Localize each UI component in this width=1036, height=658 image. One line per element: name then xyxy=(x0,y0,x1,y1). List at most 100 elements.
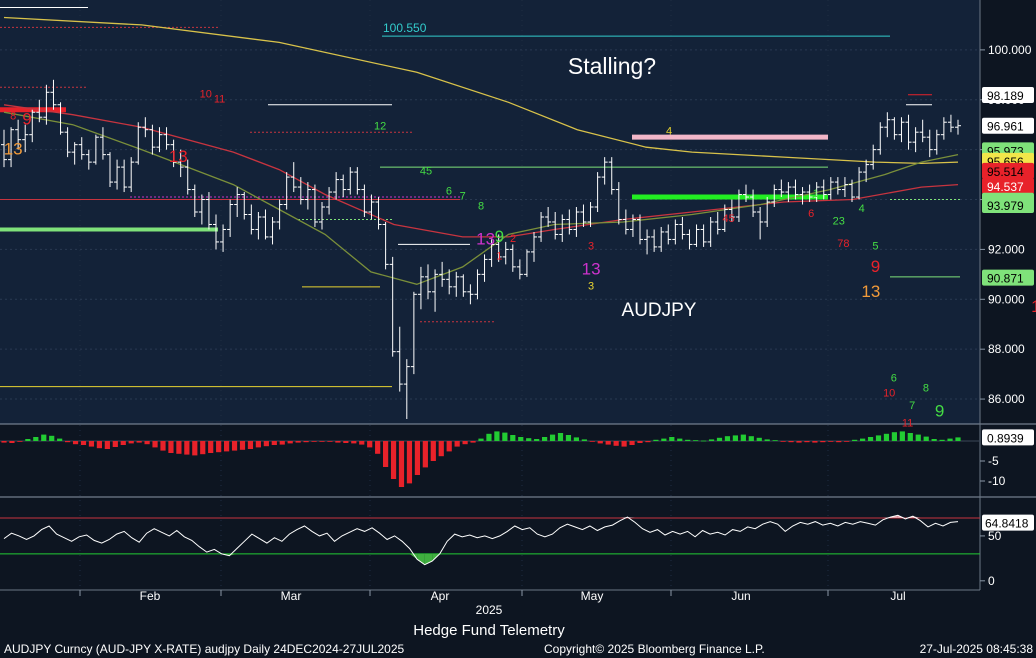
price-bar xyxy=(191,184,198,217)
momentum-bar xyxy=(748,436,754,441)
momentum-bar xyxy=(390,441,397,479)
price-callout-box xyxy=(982,178,1034,195)
demark-count: 23 xyxy=(833,215,845,227)
price-callout-box xyxy=(982,87,1034,104)
x-axis-year: 2025 xyxy=(476,603,503,617)
price-callout: 94.537 xyxy=(982,178,1034,195)
price-callout-label: 94.537 xyxy=(987,180,1024,194)
price-bar xyxy=(85,149,92,170)
momentum-bar xyxy=(502,432,508,441)
price-bar xyxy=(552,212,559,240)
momentum-callout-box xyxy=(982,429,1034,446)
price-callout-label: 96.961 xyxy=(987,120,1024,134)
demark-count: 10 xyxy=(883,388,895,400)
momentum-bar xyxy=(422,441,428,468)
price-bar xyxy=(714,212,721,235)
momentum-bar xyxy=(899,431,905,441)
x-axis-labels: Feb Mar Apr May Jun Jul xyxy=(79,589,906,603)
price-bar xyxy=(99,127,106,160)
price-bar xyxy=(933,129,940,155)
momentum-bar xyxy=(836,441,842,443)
price-bar xyxy=(827,177,834,200)
price-bar xyxy=(453,271,460,297)
momentum-bar xyxy=(311,441,317,442)
price-bar xyxy=(919,119,926,143)
price-bar xyxy=(778,179,785,198)
demark-count: 11 xyxy=(902,417,913,429)
price-bar xyxy=(149,124,156,155)
price-bar xyxy=(700,224,707,247)
price-callout: 93.979 xyxy=(982,197,1034,214)
momentum-bar xyxy=(573,437,579,441)
price-callout-label: 93.979 xyxy=(987,199,1024,213)
moving-average-line xyxy=(3,104,959,238)
momentum-bar xyxy=(398,441,405,487)
price-bar xyxy=(128,157,135,193)
momentum-bar xyxy=(454,441,460,447)
rsi-panel xyxy=(0,500,980,588)
price-bar xyxy=(743,184,749,203)
price-bar xyxy=(771,184,778,208)
price-bar xyxy=(425,264,431,300)
momentum-bar xyxy=(1,441,7,443)
price-bar xyxy=(311,184,318,227)
demark-count: 78 xyxy=(837,238,849,250)
price-bar xyxy=(566,209,573,235)
momentum-bar xyxy=(701,440,707,442)
momentum-bar xyxy=(549,434,556,441)
momentum-bar xyxy=(796,441,802,443)
price-bar xyxy=(509,244,516,272)
price-tick-label: 86.000 xyxy=(988,392,1025,406)
price-bar xyxy=(319,202,325,230)
price-bar xyxy=(198,194,205,225)
demark-count: 9 xyxy=(495,227,504,246)
momentum-bar xyxy=(49,435,55,441)
momentum-bar xyxy=(80,441,87,445)
price-bar xyxy=(283,172,290,210)
rsi-callout: 64.8418 xyxy=(982,514,1034,531)
momentum-bar xyxy=(931,439,937,441)
price-bar xyxy=(382,221,389,270)
x-tick-label: Apr xyxy=(431,589,450,603)
demark-count: 13 xyxy=(582,259,601,278)
demark-count: 1 xyxy=(813,188,819,200)
price-bar xyxy=(481,254,488,282)
price-bar xyxy=(856,167,863,200)
price-bar xyxy=(820,179,827,200)
price-bar xyxy=(107,152,113,188)
price-bar xyxy=(679,216,686,240)
x-tick-label: Jun xyxy=(731,589,750,603)
rsi-line xyxy=(0,514,980,566)
momentum-bar xyxy=(542,437,548,441)
price-bar xyxy=(71,142,78,165)
price-bar xyxy=(269,216,276,245)
momentum-bar xyxy=(804,441,810,443)
momentum-bar xyxy=(446,441,452,452)
demark-count: 9 xyxy=(22,110,31,129)
momentum-bar xyxy=(780,441,786,442)
momentum-bar xyxy=(708,439,715,441)
price-bar xyxy=(333,172,340,200)
price-bar xyxy=(156,127,163,153)
momentum-bar xyxy=(263,441,269,447)
momentum-bar xyxy=(128,441,134,444)
price-bar xyxy=(495,234,502,262)
momentum-bar xyxy=(319,441,325,442)
momentum-bar xyxy=(693,440,699,441)
momentum-bar xyxy=(645,441,651,443)
price-bar xyxy=(163,127,170,150)
momentum-bar xyxy=(255,441,261,448)
price-bar xyxy=(622,209,629,235)
momentum-bar xyxy=(208,441,214,453)
price-bar xyxy=(474,269,481,300)
price-bar xyxy=(693,224,700,247)
price-bar xyxy=(926,129,933,158)
demark-count: 13 xyxy=(861,282,880,301)
price-bar xyxy=(205,192,212,230)
price-bar xyxy=(276,199,283,230)
momentum-bar xyxy=(96,441,102,449)
price-bar xyxy=(432,269,439,312)
price-bar xyxy=(446,269,453,295)
price-bar xyxy=(538,212,545,242)
price-bar xyxy=(580,204,587,227)
